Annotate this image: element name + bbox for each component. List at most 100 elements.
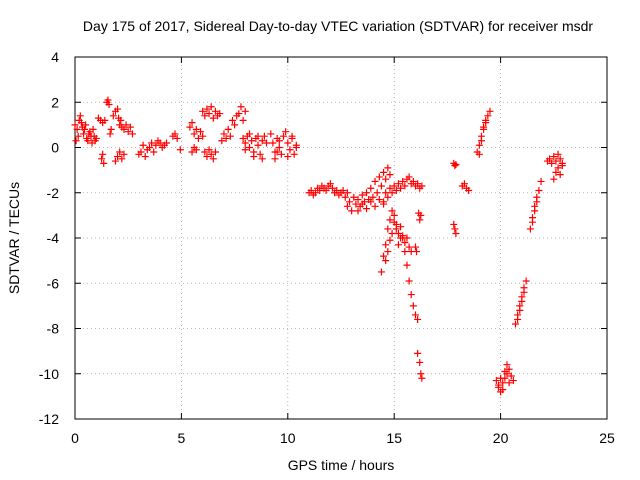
data-point bbox=[460, 180, 468, 188]
data-point bbox=[390, 211, 398, 219]
data-point bbox=[550, 153, 558, 161]
data-point bbox=[269, 139, 277, 147]
data-point bbox=[209, 114, 217, 122]
chart-title: Day 175 of 2017, Sidereal Day-to-day VTE… bbox=[83, 18, 593, 34]
data-point bbox=[99, 150, 107, 158]
data-point bbox=[89, 125, 97, 133]
data-point bbox=[388, 189, 396, 197]
data-point bbox=[414, 349, 422, 357]
data-point bbox=[275, 137, 283, 145]
data-point bbox=[401, 248, 409, 256]
data-point bbox=[348, 207, 356, 215]
data-point bbox=[260, 132, 268, 140]
data-point bbox=[128, 130, 136, 138]
data-point bbox=[211, 148, 219, 156]
data-point bbox=[199, 132, 207, 140]
data-point bbox=[386, 171, 394, 179]
data-point bbox=[109, 112, 117, 120]
data-point bbox=[284, 153, 292, 161]
data-point bbox=[245, 130, 253, 138]
data-point bbox=[394, 241, 402, 249]
data-point bbox=[548, 159, 556, 167]
data-point bbox=[263, 139, 271, 147]
data-point bbox=[203, 153, 211, 161]
data-point bbox=[414, 180, 422, 188]
data-point bbox=[220, 130, 228, 138]
data-point bbox=[241, 146, 249, 154]
data-point bbox=[194, 134, 202, 142]
data-point bbox=[71, 121, 79, 129]
data-point bbox=[556, 171, 564, 179]
y-tick-label: -12 bbox=[39, 411, 59, 427]
data-point bbox=[390, 218, 398, 226]
data-point bbox=[556, 155, 564, 163]
data-point bbox=[197, 128, 205, 136]
data-point bbox=[499, 379, 507, 387]
data-point bbox=[367, 184, 375, 192]
data-point bbox=[522, 277, 530, 285]
data-point bbox=[307, 186, 315, 194]
data-point bbox=[505, 379, 513, 387]
data-point bbox=[275, 144, 283, 151]
data-point bbox=[176, 146, 184, 154]
data-point bbox=[382, 241, 390, 249]
data-point bbox=[417, 211, 425, 219]
data-point bbox=[550, 175, 558, 183]
data-point bbox=[339, 186, 347, 194]
y-tick-label: 2 bbox=[51, 94, 59, 110]
data-point bbox=[273, 148, 281, 156]
data-point bbox=[188, 148, 196, 156]
y-tick-label: -2 bbox=[47, 185, 60, 201]
data-point bbox=[352, 200, 360, 208]
data-point bbox=[418, 374, 426, 382]
data-point bbox=[377, 182, 385, 190]
data-point bbox=[105, 101, 113, 109]
x-axis-label: GPS time / hours bbox=[288, 457, 395, 473]
data-point bbox=[354, 196, 362, 204]
data-point bbox=[81, 125, 89, 133]
data-point bbox=[390, 182, 398, 190]
data-point bbox=[218, 137, 226, 145]
data-point bbox=[475, 141, 483, 149]
data-point bbox=[341, 193, 349, 201]
data-point bbox=[358, 200, 366, 208]
data-point bbox=[477, 137, 485, 145]
data-point bbox=[409, 302, 417, 310]
data-point bbox=[288, 132, 296, 140]
data-point bbox=[394, 180, 402, 188]
data-point bbox=[382, 257, 390, 265]
data-point bbox=[104, 96, 112, 104]
data-point bbox=[416, 358, 424, 366]
data-point bbox=[452, 160, 460, 168]
data-point bbox=[346, 198, 354, 206]
data-point bbox=[397, 223, 405, 231]
data-point bbox=[211, 107, 219, 115]
data-point bbox=[190, 130, 198, 138]
data-point bbox=[405, 277, 413, 285]
data-point bbox=[413, 248, 421, 256]
data-point bbox=[411, 311, 419, 319]
data-point bbox=[380, 198, 388, 206]
data-point bbox=[516, 306, 524, 314]
data-point bbox=[258, 155, 266, 163]
data-point bbox=[452, 229, 460, 237]
data-point bbox=[350, 193, 358, 201]
data-point bbox=[258, 137, 266, 145]
data-point bbox=[280, 132, 288, 140]
data-point bbox=[228, 116, 236, 124]
data-point bbox=[120, 150, 128, 158]
data-point bbox=[484, 112, 492, 120]
data-point bbox=[418, 182, 426, 190]
data-point bbox=[511, 320, 519, 328]
data-point bbox=[74, 132, 82, 140]
data-point bbox=[392, 225, 400, 233]
data-point bbox=[403, 261, 411, 269]
data-point bbox=[120, 125, 128, 133]
data-point bbox=[407, 291, 415, 299]
data-point bbox=[392, 186, 400, 194]
data-point bbox=[386, 216, 394, 224]
data-point bbox=[417, 370, 425, 378]
x-tick-label: 25 bbox=[599, 430, 615, 446]
data-point bbox=[171, 130, 179, 138]
